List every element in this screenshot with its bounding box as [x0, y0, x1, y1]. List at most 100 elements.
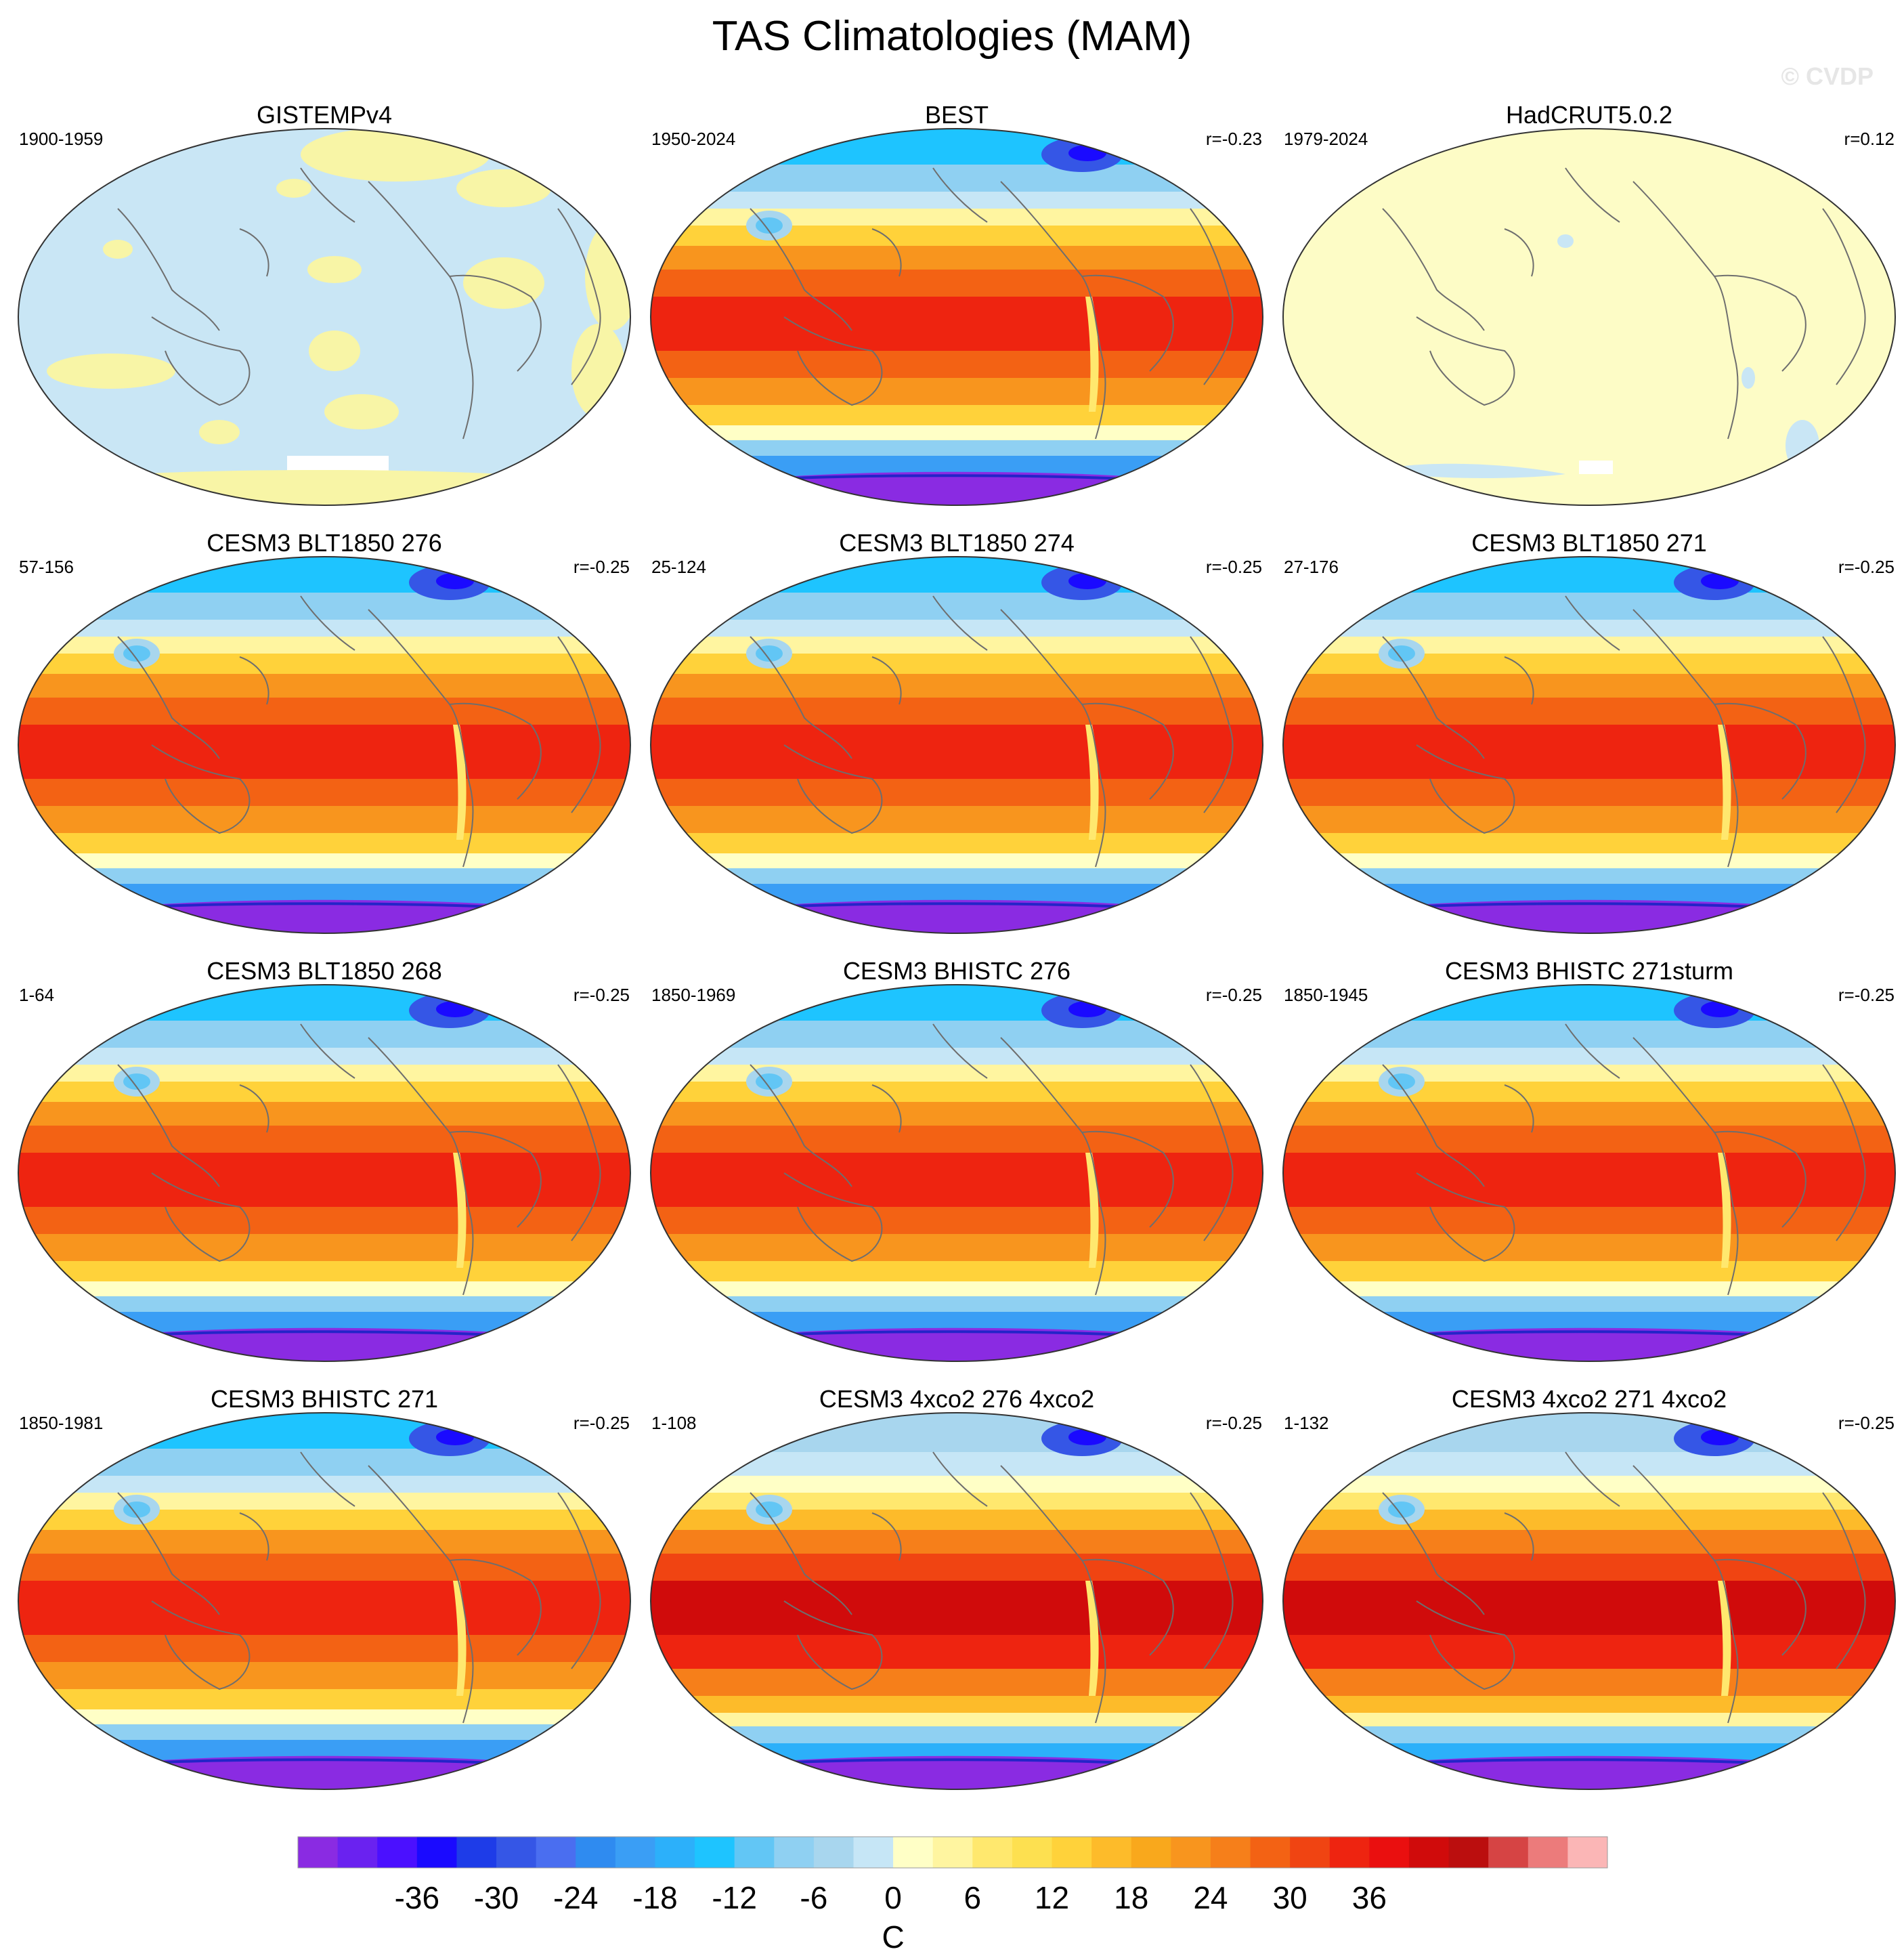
panel-period: 1-64: [19, 985, 55, 1005]
map-border: [18, 556, 631, 934]
map-plot: [1282, 984, 1896, 1362]
map-plot: [18, 556, 631, 934]
panel-correlation: r=-0.25: [573, 985, 630, 1005]
panel-period: 25-124: [651, 557, 706, 577]
map-border: [650, 1412, 1263, 1790]
panel-title: BEST: [924, 101, 989, 129]
panel-title: CESM3 4xco2 276 4xco2: [819, 1385, 1095, 1413]
panel-title: CESM3 BLT1850 271: [1471, 529, 1707, 557]
panel-period: 1850-1981: [19, 1413, 104, 1433]
colorbar-swatch: [456, 1837, 497, 1868]
colorbar-swatch: [416, 1837, 457, 1868]
panel-title: CESM3 BHISTC 276: [842, 957, 1071, 985]
colorbar-unit: C: [882, 1919, 904, 1955]
panel-period: 1900-1959: [19, 129, 104, 149]
map-panels-grid: GISTEMPv4 1900-1959 BEST 1950-2024 r=-0.23 Ha…: [8, 100, 1904, 1812]
map-border: [650, 984, 1263, 1362]
colorbar-tick-label: -6: [800, 1880, 827, 1915]
panel-correlation: r=-0.25: [1205, 1413, 1262, 1433]
colorbar-tick-label: 36: [1352, 1880, 1387, 1915]
colorbar-swatch: [932, 1837, 973, 1868]
panel-correlation: r=-0.25: [1205, 557, 1262, 577]
colorbar-swatch: [1052, 1837, 1092, 1868]
map-panel: CESM3 BHISTC 276 1850-1969 r=-0.25: [641, 956, 1273, 1384]
colorbar-swatch: [1448, 1837, 1489, 1868]
map-plot: [1282, 128, 1896, 506]
figure-title: TAS Climatologies (MAM): [712, 13, 1192, 60]
colorbar-swatch: [1329, 1837, 1370, 1868]
watermark: © CVDP: [1781, 62, 1874, 90]
panel-correlation: r=-0.25: [1838, 1413, 1895, 1433]
colorbar-tick-label: 30: [1273, 1880, 1307, 1915]
map-border: [18, 128, 631, 506]
colorbar-tick-label: -24: [553, 1880, 598, 1915]
panel-correlation: r=-0.23: [1205, 129, 1262, 149]
panel-title: CESM3 BLT1850 268: [207, 957, 442, 985]
colorbar-swatch: [1171, 1837, 1211, 1868]
map-panel: CESM3 BLT1850 274 25-124 r=-0.25: [641, 528, 1273, 956]
colorbar-swatch: [576, 1837, 616, 1868]
colorbar-tick-label: 18: [1114, 1880, 1148, 1915]
colorbar-tick-label: -12: [712, 1880, 756, 1915]
map-plot: [1282, 556, 1896, 934]
panel-title: CESM3 BHISTC 271sturm: [1444, 957, 1734, 985]
colorbar-swatch: [1369, 1837, 1410, 1868]
map-panel: CESM3 4xco2 276 4xco2 1-108 r=-0.25: [641, 1384, 1273, 1812]
colorbar-swatch: [377, 1837, 418, 1868]
map-plot: [18, 984, 631, 1362]
colorbar-swatch: [695, 1837, 735, 1868]
colorbar-swatch: [853, 1837, 894, 1868]
panel-correlation: r=-0.25: [1838, 985, 1895, 1005]
map-border: [650, 556, 1263, 934]
panel-correlation: r=-0.25: [573, 1413, 630, 1433]
map-border: [1282, 128, 1896, 506]
map-plot: [1282, 1412, 1896, 1790]
colorbar-swatch: [813, 1837, 854, 1868]
panel-correlation: r=-0.25: [573, 557, 630, 577]
panel-title: HadCRUT5.0.2: [1505, 101, 1673, 129]
colorbar-tick-label: 24: [1193, 1880, 1228, 1915]
colorbar-swatch: [1488, 1837, 1529, 1868]
panel-correlation: r=-0.25: [1205, 985, 1262, 1005]
panel-period: 1979-2024: [1284, 129, 1368, 149]
colorbar: -36 -30 -24 -18 -12 -6 0 6 12 18 24 30 36 C: [297, 1836, 1608, 1955]
colorbar-swatch: [496, 1837, 537, 1868]
map-plot: [650, 984, 1263, 1362]
colorbar-swatch: [1290, 1837, 1330, 1868]
colorbar-swatch: [655, 1837, 695, 1868]
map-panel: CESM3 BLT1850 271 27-176 r=-0.25: [1273, 528, 1904, 956]
panel-period: 1950-2024: [651, 129, 736, 149]
map-plot: [650, 1412, 1263, 1790]
panel-title: GISTEMPv4: [256, 101, 393, 129]
colorbar-swatch: [774, 1837, 815, 1868]
panel-period: 1850-1945: [1284, 985, 1368, 1005]
panel-period: 1-108: [651, 1413, 697, 1433]
map-border: [1282, 1412, 1896, 1790]
map-panel: BEST 1950-2024 r=-0.23: [641, 100, 1273, 528]
panel-period: 1-132: [1284, 1413, 1329, 1433]
map-panel: CESM3 BLT1850 268 1-64 r=-0.25: [8, 956, 641, 1384]
colorbar-swatch: [734, 1837, 775, 1868]
colorbar-tick-label: 6: [964, 1880, 982, 1915]
colorbar-tick-label: -36: [395, 1880, 439, 1915]
colorbar-swatch: [1012, 1837, 1053, 1868]
colorbar-swatch: [1131, 1837, 1171, 1868]
map-border: [650, 128, 1263, 506]
colorbar-tick-label: -30: [474, 1880, 519, 1915]
panel-period: 1850-1969: [651, 985, 736, 1005]
colorbar-swatch: [298, 1837, 339, 1868]
panel-correlation: r=-0.25: [1838, 557, 1895, 577]
colorbar-swatch: [893, 1837, 934, 1868]
panel-title: CESM3 BHISTC 271: [210, 1385, 439, 1413]
map-panel: CESM3 BHISTC 271 1850-1981 r=-0.25: [8, 1384, 641, 1812]
map-plot: [650, 128, 1263, 506]
map-panel: GISTEMPv4 1900-1959: [8, 100, 641, 528]
colorbar-swatch: [1567, 1837, 1608, 1868]
panel-title: CESM3 4xco2 271 4xco2: [1451, 1385, 1727, 1413]
colorbar-swatch: [536, 1837, 576, 1868]
panel-correlation: r=0.12: [1844, 129, 1895, 149]
map-panel: HadCRUT5.0.2 1979-2024 r=0.12: [1273, 100, 1904, 528]
colorbar-tick-label: 12: [1035, 1880, 1069, 1915]
colorbar-swatch: [1210, 1837, 1251, 1868]
map-panel: CESM3 BLT1850 276 57-156 r=-0.25: [8, 528, 641, 956]
